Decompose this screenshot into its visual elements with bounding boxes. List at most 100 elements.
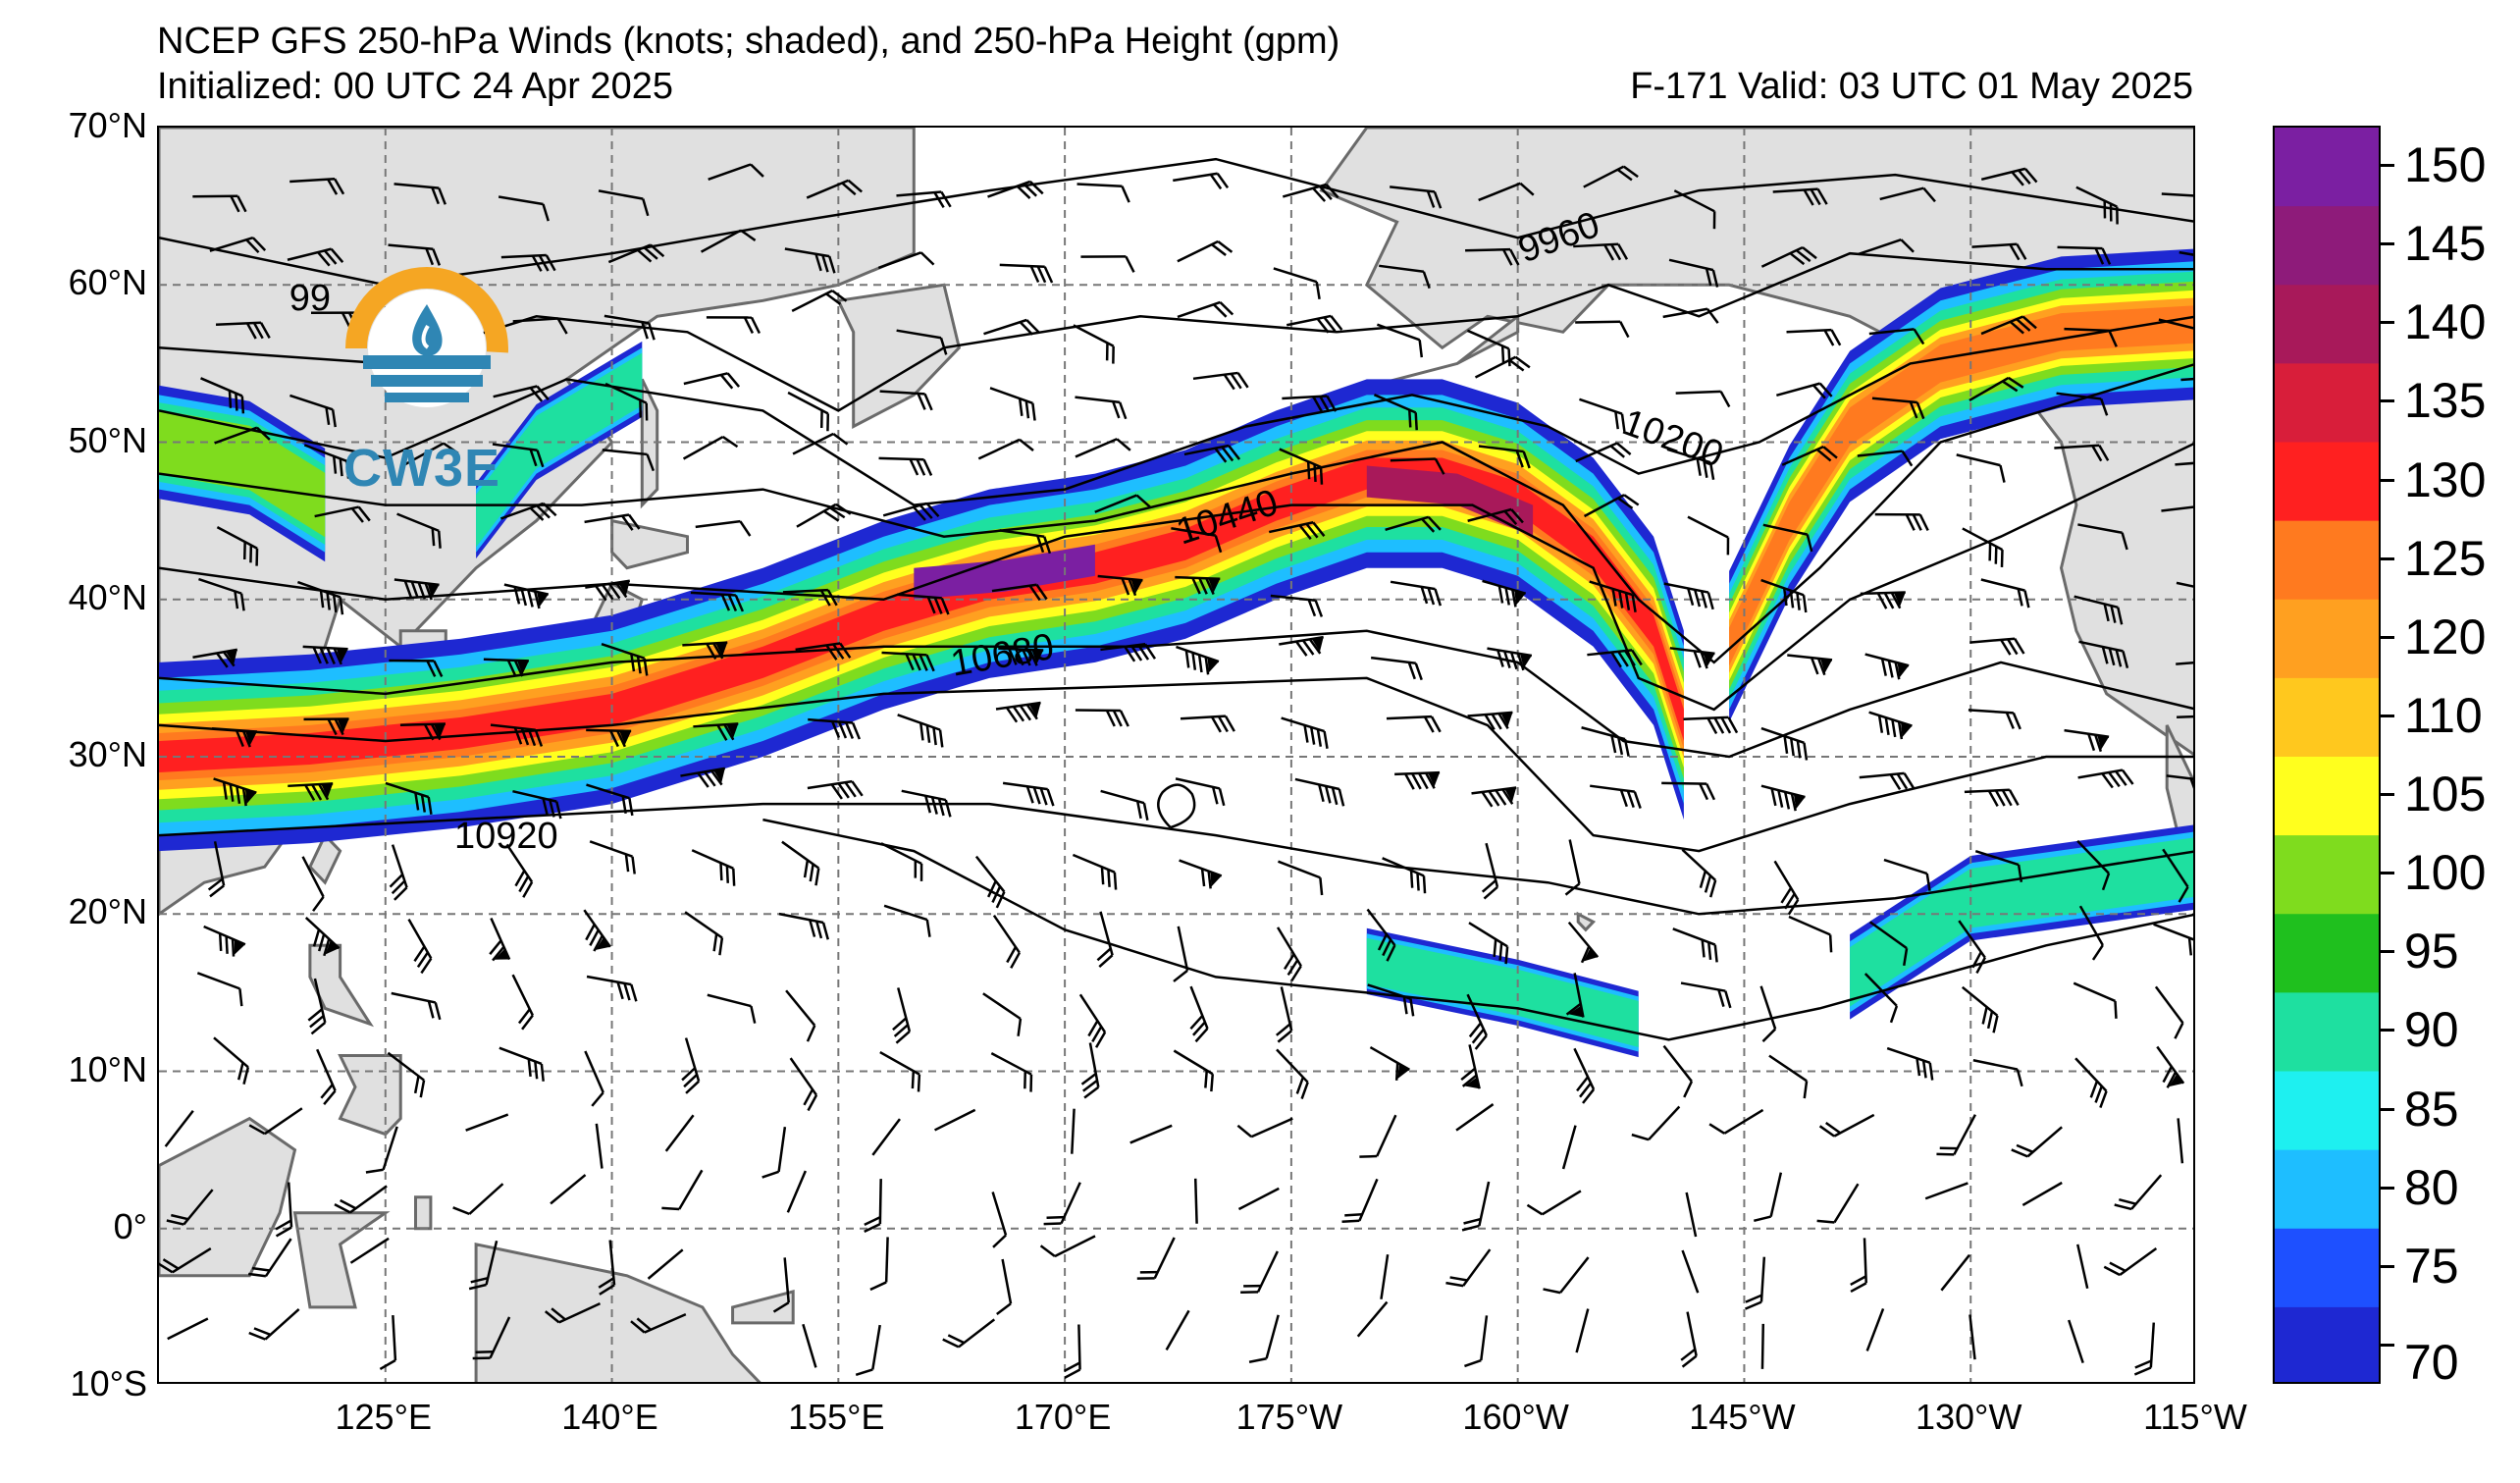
latitude-label: 60°N	[68, 262, 147, 303]
wind-barb	[1589, 580, 1637, 612]
wind-barb	[1094, 494, 1151, 513]
colorbar-tick	[2379, 556, 2394, 560]
wind-barb	[607, 243, 665, 264]
kamchatka-land	[836, 283, 962, 429]
wind-barb	[287, 247, 344, 267]
wind-barb	[1165, 1309, 1190, 1351]
wind-barb	[213, 777, 257, 807]
northeast-jet-band	[1729, 305, 2193, 666]
wind-barb	[1248, 1314, 1280, 1363]
wind-barb	[1772, 187, 1828, 206]
wind-barb	[1466, 329, 1511, 367]
wind-barb	[289, 394, 337, 428]
colorbar-tick	[2379, 321, 2394, 325]
wind-barb	[200, 377, 245, 414]
wind-barb	[391, 991, 442, 1021]
wind-barb	[1390, 580, 1443, 607]
wind-barb	[1974, 849, 2023, 882]
wind-barb	[2011, 1126, 2063, 1158]
longitude-label: 115°W	[2143, 1397, 2247, 1437]
wind-barb	[492, 443, 545, 468]
wind-barb	[691, 849, 736, 886]
new-britain-land	[731, 1289, 795, 1325]
wind-barb	[389, 659, 444, 677]
wind-barb	[693, 722, 739, 741]
wind-barb	[2075, 185, 2119, 225]
wind-barb	[1063, 1324, 1081, 1379]
colorbar-tick	[2379, 1186, 2394, 1190]
wind-barb	[1478, 182, 1535, 202]
wind-barb	[1460, 1044, 1481, 1089]
wind-barb	[1526, 1190, 1582, 1216]
wind-barb	[1379, 264, 1431, 290]
hawaii-big-land	[1576, 911, 1597, 932]
wind-barb	[787, 391, 830, 432]
wind-barb	[987, 180, 1044, 199]
height-contour	[159, 157, 2193, 287]
wind-barb	[882, 502, 940, 521]
colorbar-tick-label: 135	[2404, 373, 2487, 429]
wind-barb	[1543, 1256, 1590, 1295]
luzon-land	[308, 943, 375, 1028]
wind-barb	[489, 918, 511, 962]
wind-barb	[2103, 1246, 2158, 1277]
wind-barb	[1859, 771, 1916, 791]
wind-barb	[1471, 786, 1517, 808]
longitude-label: 155°E	[788, 1397, 885, 1437]
wind-barb	[585, 579, 630, 602]
wind-barb	[544, 1302, 602, 1324]
wind-barb	[2153, 923, 2193, 956]
wind-barb	[2161, 503, 2193, 512]
wind-barb	[855, 1324, 881, 1376]
wind-barb	[1581, 726, 1630, 757]
wind-barb	[1482, 579, 1527, 608]
wind-barb	[901, 789, 952, 818]
longitude-label: 145°W	[1689, 1397, 1796, 1437]
wind-barb	[1879, 186, 1936, 203]
wind-barb	[207, 841, 226, 898]
wind-barb	[647, 1248, 684, 1280]
wind-barb	[1173, 926, 1189, 982]
wind-barb	[864, 1179, 882, 1233]
wind-barb	[1972, 1058, 2023, 1087]
wind-barb	[1175, 777, 1226, 807]
wind-barb	[772, 1257, 790, 1313]
wind-barb	[1386, 715, 1442, 733]
wind-barb	[1286, 314, 1343, 334]
wind-barb	[781, 840, 820, 886]
wind-barb	[2179, 250, 2193, 262]
subtropical-jet-band	[1366, 937, 1639, 1047]
colorbar-tick-label: 110	[2404, 687, 2483, 743]
wind-barb	[2021, 1181, 2063, 1207]
wind-barb	[2156, 1045, 2185, 1088]
wind-barb	[1590, 784, 1642, 809]
wind-barb	[630, 1312, 687, 1334]
wind-barb	[1078, 993, 1107, 1048]
colorbar-tick-label: 125	[2404, 530, 2487, 586]
latitude-label: 10°N	[68, 1048, 147, 1089]
wind-barb	[700, 229, 757, 253]
colorbar-tick	[2379, 714, 2394, 717]
wind-barb	[1864, 653, 1910, 680]
wind-barb	[1390, 185, 1443, 209]
colorbar-segment	[2275, 442, 2379, 522]
wind-barb	[1171, 527, 1223, 554]
wind-barb	[248, 1107, 303, 1136]
colorbar-tick-label: 90	[2404, 1002, 2459, 1058]
colorbar-tick	[2379, 164, 2394, 168]
wind-barb	[664, 1114, 695, 1152]
wind-barb	[387, 1051, 426, 1098]
wind-barb	[661, 1169, 704, 1211]
wind-barb	[683, 372, 741, 390]
wind-barb	[1356, 1300, 1389, 1338]
contour-label: 99	[289, 278, 331, 319]
height-contour	[159, 802, 2193, 916]
wind-barb	[213, 1036, 250, 1086]
wind-barb	[1587, 649, 1643, 668]
colorbar-tick	[2379, 399, 2394, 403]
wind-barb	[1100, 643, 1157, 662]
wind-barb	[991, 1192, 1008, 1248]
wind-barb	[2064, 728, 2110, 753]
height-contours	[159, 157, 2193, 1041]
wind-barb	[1467, 507, 1524, 526]
